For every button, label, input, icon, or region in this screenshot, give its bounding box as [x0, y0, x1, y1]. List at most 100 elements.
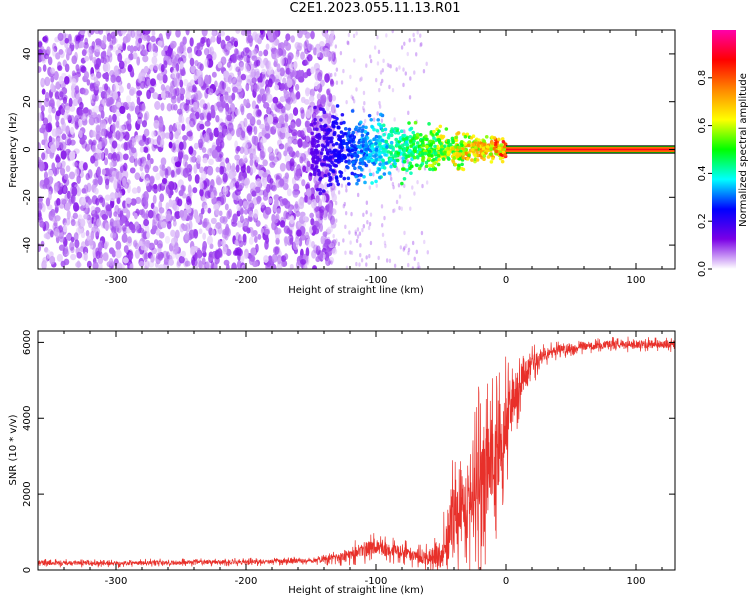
colorbar-tick-label: 0.0	[697, 261, 708, 277]
heatmap-sparse-cell	[333, 51, 337, 56]
heatmap-noise-cell	[222, 246, 228, 255]
heatmap-noise-cell	[133, 45, 138, 52]
heatmap-noise-cell	[274, 228, 281, 235]
heatmap-noise-cell	[222, 172, 228, 183]
heatmap-noise-cell	[185, 104, 190, 114]
heatmap-echo-cell	[343, 155, 347, 160]
heatmap-noise-cell	[186, 124, 191, 133]
heatmap-noise-cell	[209, 46, 214, 56]
heatmap-echo-cell	[331, 143, 336, 147]
heatmap-noise-cell	[142, 212, 148, 220]
heatmap-noise-cell	[157, 243, 163, 249]
heatmap-noise-cell	[251, 77, 257, 84]
heatmap-sparse-cell	[369, 212, 373, 217]
heatmap-noise-cell	[284, 172, 289, 180]
heatmap-noise-cell	[72, 161, 78, 168]
heatmap-sparse-cell	[350, 211, 353, 217]
heatmap-noise-cell	[51, 128, 58, 137]
heatmap-sparse-cell	[328, 202, 331, 208]
heatmap-noise-cell	[311, 240, 315, 249]
heatmap-noise-cell	[286, 188, 292, 197]
heatmap-noise-cell	[92, 225, 99, 233]
heatmap-noise-cell	[121, 30, 126, 36]
heatmap-noise-cell	[275, 213, 280, 223]
heatmap-sparse-cell	[369, 240, 373, 246]
heatmap-noise-cell	[113, 81, 119, 92]
heatmap-echo-cell	[353, 143, 357, 148]
heatmap-noise-cell	[143, 265, 148, 269]
snr-x-axis-label: Height of straight line (km)	[288, 585, 424, 596]
heatmap-noise-cell	[237, 234, 242, 244]
heatmap-noise-cell	[236, 246, 242, 256]
heatmap-noise-cell	[64, 246, 71, 256]
heatmap-echo-cell	[348, 139, 353, 143]
heatmap-noise-cell	[292, 138, 299, 145]
heatmap-noise-cell	[122, 35, 129, 44]
heatmap-noise-cell	[186, 213, 193, 221]
heatmap-echo-cell	[389, 164, 393, 169]
heatmap-noise-cell	[174, 161, 182, 168]
heatmap-sparse-cell	[389, 176, 393, 181]
heatmap-noise-cell	[122, 177, 127, 187]
heatmap-noise-cell	[253, 125, 258, 135]
heatmap-noise-cell	[52, 42, 57, 52]
heatmap-echo-cell	[318, 188, 323, 192]
heatmap-echo-cell	[439, 144, 444, 149]
heatmap-noise-cell	[262, 194, 269, 201]
heatmap-noise-cell	[104, 194, 111, 201]
heatmap-echo-cell	[441, 157, 446, 161]
heatmap-noise-cell	[292, 131, 298, 140]
heatmap-noise-cell	[198, 142, 203, 151]
heatmap-noise-cell	[179, 87, 186, 96]
heatmap-noise-cell	[140, 49, 147, 57]
heatmap-echo-cell	[470, 147, 475, 152]
heatmap-noise-cell	[145, 73, 150, 81]
heatmap-noise-cell	[250, 164, 257, 174]
heatmap-echo-cell	[477, 138, 481, 142]
heatmap-sparse-cell	[328, 260, 331, 265]
heatmap-noise-cell	[130, 30, 136, 39]
heatmap-noise-cell	[40, 104, 45, 112]
heatmap-noise-cell	[286, 145, 293, 155]
heatmap-sparse-cell	[330, 72, 333, 78]
heatmap-noise-cell	[239, 62, 244, 71]
heatmap-noise-cell	[123, 245, 129, 254]
heatmap-echo-cell	[431, 133, 435, 137]
heatmap-noise-cell	[58, 49, 64, 55]
heatmap-noise-cell	[65, 47, 72, 55]
heatmap-noise-cell	[283, 225, 290, 234]
heatmap-noise-cell	[194, 174, 200, 184]
heatmap-noise-cell	[50, 75, 55, 83]
heatmap-noise-cell	[121, 214, 126, 224]
heatmap-noise-cell	[131, 147, 137, 154]
spectrogram-y-tick-label: -40	[22, 237, 33, 253]
heatmap-echo-cell	[364, 163, 369, 168]
heatmap-echo-cell	[340, 153, 345, 158]
heatmap-echo-cell	[398, 137, 403, 141]
heatmap-echo-cell	[310, 163, 315, 168]
heatmap-noise-cell	[222, 185, 229, 196]
heatmap-noise-cell	[159, 193, 165, 203]
heatmap-echo-cell	[498, 156, 503, 161]
heatmap-noise-cell	[279, 96, 286, 103]
heatmap-noise-cell	[259, 150, 265, 161]
heatmap-noise-cell	[100, 119, 107, 129]
heatmap-noise-cell	[142, 48, 149, 56]
heatmap-echo-cell	[454, 135, 459, 140]
heatmap-noise-cell	[178, 141, 184, 151]
heatmap-noise-cell	[182, 36, 187, 45]
heatmap-noise-cell	[158, 264, 165, 269]
heatmap-noise-cell	[256, 141, 261, 152]
heatmap-noise-cell	[128, 251, 134, 261]
heatmap-echo-cell	[347, 127, 352, 132]
heatmap-echo-cell	[363, 137, 367, 141]
heatmap-echo-cell	[409, 144, 413, 148]
heatmap-noise-cell	[261, 68, 267, 75]
heatmap-noise-cell	[225, 35, 231, 42]
heatmap-noise-cell	[203, 132, 210, 143]
heatmap-noise-cell	[170, 169, 175, 178]
heatmap-noise-cell	[74, 121, 79, 130]
heatmap-noise-cell	[301, 30, 308, 35]
heatmap-noise-cell	[169, 85, 174, 94]
